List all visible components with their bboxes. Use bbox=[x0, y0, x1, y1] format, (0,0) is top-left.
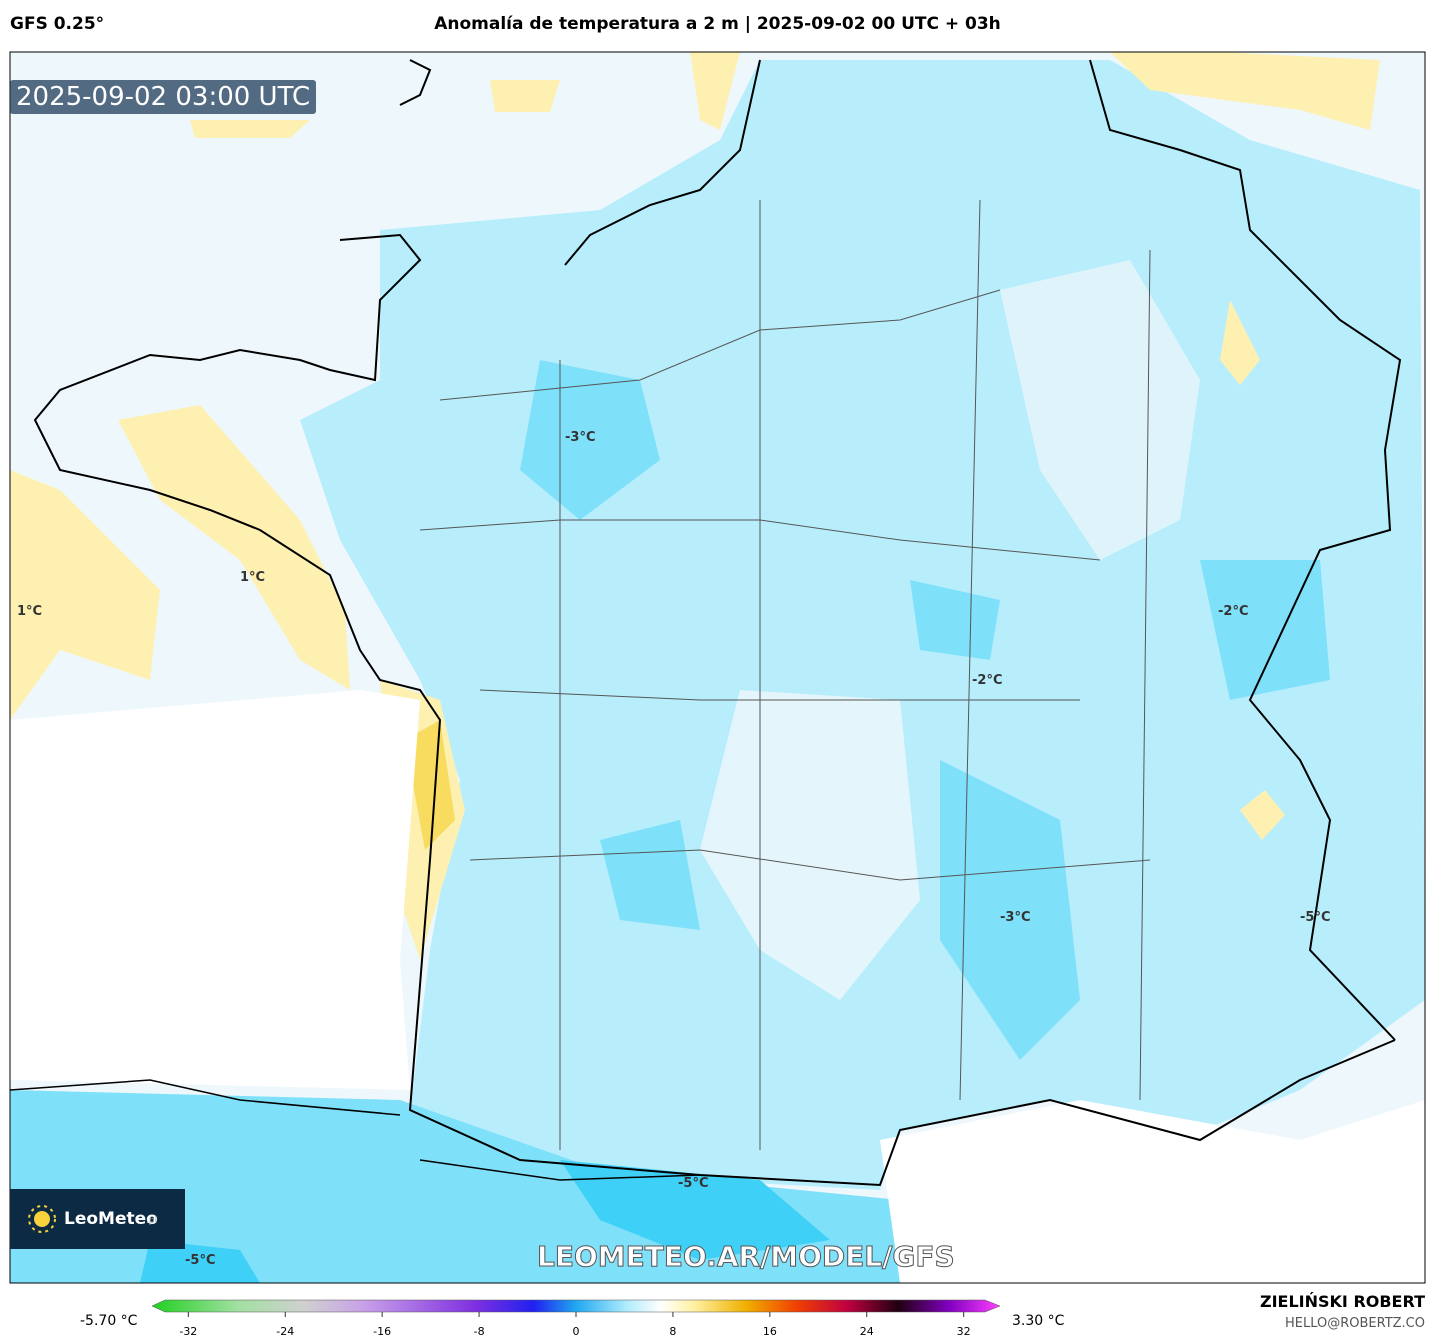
map-frame bbox=[9, 51, 1426, 1284]
email: HELLO@ROBERTZ.CO bbox=[1284, 1316, 1425, 1331]
colorbar-min: -5.70 °C bbox=[80, 1313, 138, 1329]
contour-label: -5°C bbox=[1300, 910, 1331, 925]
colorbar-tick-label: -32 bbox=[179, 1325, 197, 1338]
model-name: GFS 0.25° bbox=[10, 14, 105, 34]
colorbar-tick-label: 8 bbox=[669, 1325, 676, 1338]
colorbar-tick-label: -16 bbox=[373, 1325, 391, 1338]
contour-label: -3°C bbox=[1000, 910, 1031, 925]
timestamp: 2025-09-02 03:00 UTC bbox=[10, 80, 317, 114]
contour-label: 1°C bbox=[240, 570, 266, 585]
colorbar-tick-label: 32 bbox=[957, 1325, 971, 1338]
contour-label: -2°C bbox=[972, 673, 1003, 688]
colorbar-tick-label: 0 bbox=[573, 1325, 580, 1338]
logo-box: LeoMeteo .pl bbox=[10, 1189, 185, 1249]
contour-label: 1°C bbox=[17, 604, 43, 619]
colorbar-tick-label: -8 bbox=[474, 1325, 485, 1338]
logo-suffix: .pl bbox=[146, 1216, 158, 1226]
author: ZIELIŃSKI ROBERT bbox=[1259, 1292, 1425, 1311]
colorbar-tick-label: -24 bbox=[276, 1325, 294, 1338]
colorbar-tick-label: 16 bbox=[763, 1325, 777, 1338]
contour-label: -5°C bbox=[678, 1176, 709, 1191]
colorbar-max: 3.30 °C bbox=[1012, 1313, 1065, 1329]
logo-text: LeoMeteo bbox=[64, 1209, 158, 1229]
contour-label: -3°C bbox=[565, 430, 596, 445]
map-field bbox=[10, 52, 1425, 1283]
logo-sun bbox=[28, 1205, 56, 1233]
colorbar-tick-label: 24 bbox=[860, 1325, 874, 1338]
colorbar: -32 -24 -16 -8 0 8 16 24 32 bbox=[151, 1299, 1001, 1338]
contour-label: -2°C bbox=[1218, 604, 1249, 619]
contour-label: -5°C bbox=[185, 1253, 216, 1268]
watermark: LEOMETEO.AR/MODEL/GFS bbox=[537, 1240, 956, 1274]
map-title: Anomalía de temperatura a 2 m | 2025-09-… bbox=[434, 14, 1001, 34]
